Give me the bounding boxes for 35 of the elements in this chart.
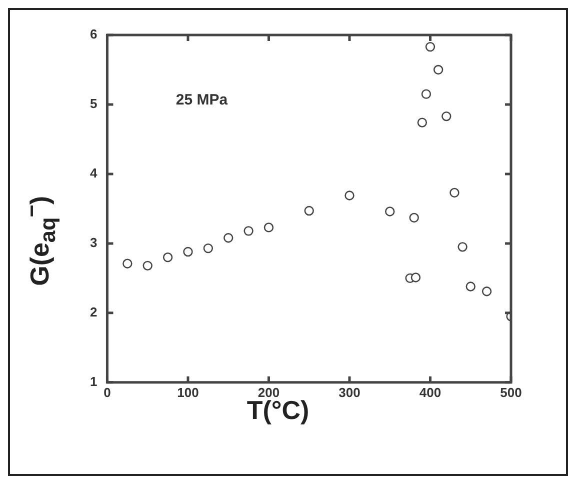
x-tick-label: 100 xyxy=(177,384,199,400)
x-tick-label: 0 xyxy=(104,384,111,400)
y-tick-label: 3 xyxy=(90,235,98,250)
y-tick-label: 2 xyxy=(90,304,98,320)
y-tick-label: 4 xyxy=(90,166,98,181)
x-tick-label: 300 xyxy=(338,384,360,400)
point xyxy=(162,252,173,262)
annotation: 25 MPa xyxy=(176,91,228,108)
point xyxy=(458,242,468,252)
x-tick-label: 200 xyxy=(258,384,280,400)
point xyxy=(421,89,432,99)
point xyxy=(304,206,314,216)
point xyxy=(264,222,274,232)
point xyxy=(482,286,492,296)
point xyxy=(224,233,234,243)
point xyxy=(450,188,460,198)
point xyxy=(142,260,152,271)
point xyxy=(417,118,428,128)
point xyxy=(433,64,444,75)
point xyxy=(203,243,214,254)
y-tick-label: 6 xyxy=(90,26,98,42)
point xyxy=(344,190,354,200)
x-tick-label: 400 xyxy=(419,384,442,400)
point xyxy=(410,272,421,282)
y-tick-label: 1 xyxy=(90,374,98,389)
point xyxy=(244,226,254,236)
point xyxy=(385,206,395,216)
y-tick-label: 5 xyxy=(90,96,98,112)
point xyxy=(183,246,193,257)
point xyxy=(442,111,452,122)
point xyxy=(466,282,476,292)
point xyxy=(122,258,132,268)
point xyxy=(409,212,419,223)
x-tick-label: 500 xyxy=(500,384,522,400)
point xyxy=(425,42,436,52)
